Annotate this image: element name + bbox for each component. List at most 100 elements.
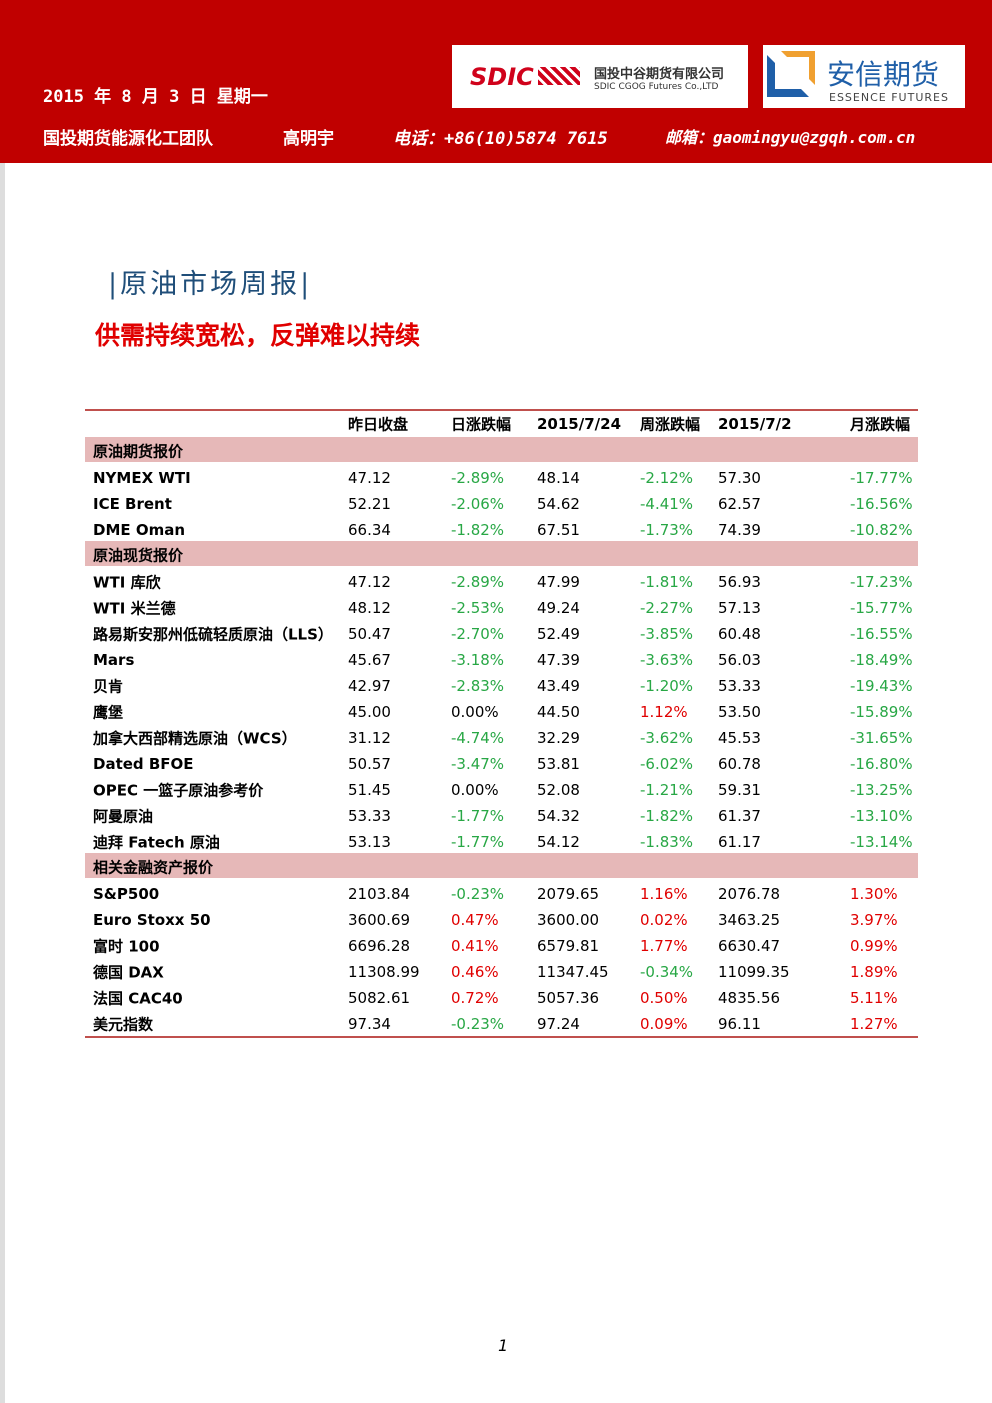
- section-title: 相关金融资产报价: [93, 858, 214, 877]
- cell-value: -31.65%: [850, 729, 913, 747]
- cell-value: 45.53: [718, 729, 761, 747]
- cell-value: 1.77%: [640, 937, 688, 955]
- cell-value: 47.12: [348, 469, 391, 487]
- cell-value: 53.13: [348, 833, 391, 851]
- cell-value: 53.50: [718, 703, 761, 721]
- cell-value: -19.43%: [850, 677, 913, 695]
- section-title: 原油期货报价: [93, 442, 184, 461]
- logo-name: 安信期货: [827, 58, 940, 91]
- cell-value: -13.25%: [850, 781, 913, 799]
- cell-value: 54.62: [537, 495, 580, 513]
- cell-value: 6630.47: [718, 937, 781, 955]
- cell-value: -1.73%: [640, 521, 694, 539]
- section-title: 原油现货报价: [93, 546, 184, 565]
- row-label: S&P500: [93, 885, 160, 903]
- row-label: 加拿大西部精选原油（WCS）: [93, 729, 297, 748]
- cell-value: 54.32: [537, 807, 580, 825]
- cell-value: 0.47%: [451, 911, 499, 929]
- cell-value: -1.82%: [640, 807, 694, 825]
- cell-value: 52.21: [348, 495, 391, 513]
- cell-value: 1.27%: [850, 1015, 898, 1033]
- row-label: 德国 DAX: [93, 963, 164, 982]
- rule: [85, 1036, 918, 1038]
- cell-value: -18.49%: [850, 651, 913, 669]
- row-label: Dated BFOE: [93, 755, 194, 773]
- cell-value: 4835.56: [718, 989, 781, 1007]
- column-header: 2015/7/24: [537, 415, 622, 433]
- column-header: 2015/7/2: [718, 415, 792, 433]
- cell-value: 62.57: [718, 495, 761, 513]
- cell-value: 0.72%: [451, 989, 499, 1007]
- cell-value: 74.39: [718, 521, 761, 539]
- logo-name: 国投中谷期货有限公司: [594, 67, 725, 82]
- cell-value: 60.78: [718, 755, 761, 773]
- cell-value: 1.30%: [850, 885, 898, 903]
- cell-value: -16.56%: [850, 495, 913, 513]
- cell-value: 0.02%: [640, 911, 688, 929]
- cell-value: 51.45: [348, 781, 391, 799]
- logo-english: SDIC CGOG Futures Co.,LTD: [594, 82, 719, 92]
- row-label: NYMEX WTI: [93, 469, 191, 487]
- date: 2015 年 8 月 3 日 星期一: [43, 87, 268, 107]
- cell-value: -10.82%: [850, 521, 913, 539]
- cell-value: 66.34: [348, 521, 391, 539]
- cell-value: -1.21%: [640, 781, 694, 799]
- cell-value: -3.18%: [451, 651, 505, 669]
- cell-value: 0.46%: [451, 963, 499, 981]
- cell-value: 2079.65: [537, 885, 600, 903]
- row-label: WTI 库欣: [93, 573, 161, 592]
- logo-sdic: SDIC 国投中谷期货有限公司 SDIC CGOG Futures Co.,LT…: [452, 45, 748, 108]
- logo-icon: [767, 55, 809, 97]
- cell-value: 1.12%: [640, 703, 688, 721]
- cell-value: -2.89%: [451, 573, 505, 591]
- row-label: 路易斯安那州低硫轻质原油（LLS）: [93, 625, 333, 644]
- team: 国投期货能源化工团队: [43, 129, 213, 149]
- cell-value: -1.82%: [451, 521, 505, 539]
- cell-value: 50.47: [348, 625, 391, 643]
- cell-value: 53.81: [537, 755, 580, 773]
- cell-value: 42.97: [348, 677, 391, 695]
- cell-value: 0.09%: [640, 1015, 688, 1033]
- cell-value: -1.77%: [451, 833, 505, 851]
- cell-value: -2.89%: [451, 469, 505, 487]
- cell-value: 57.13: [718, 599, 761, 617]
- column-header: 日涨跌幅: [451, 415, 512, 434]
- cell-value: 2103.84: [348, 885, 411, 903]
- cell-value: -1.81%: [640, 573, 694, 591]
- cell-value: 0.00%: [451, 781, 499, 799]
- cell-value: 0.00%: [451, 703, 499, 721]
- cell-value: 1.89%: [850, 963, 898, 981]
- row-label: 法国 CAC40: [93, 989, 183, 1008]
- cell-value: -17.77%: [850, 469, 913, 487]
- cell-value: 3.97%: [850, 911, 898, 929]
- row-label: OPEC 一篮子原油参考价: [93, 781, 264, 800]
- cell-value: 47.39: [537, 651, 580, 669]
- cell-value: 2076.78: [718, 885, 781, 903]
- column-header: 周涨跌幅: [640, 415, 701, 434]
- cell-value: 3600.00: [537, 911, 600, 929]
- row-label: DME Oman: [93, 521, 186, 539]
- cell-value: 49.24: [537, 599, 580, 617]
- column-header: 月涨跌幅: [850, 415, 911, 434]
- cell-value: -13.14%: [850, 833, 913, 851]
- section-band: [85, 541, 918, 566]
- cell-value: 47.99: [537, 573, 580, 591]
- cell-value: -3.62%: [640, 729, 694, 747]
- cell-value: 5.11%: [850, 989, 898, 1007]
- logo-essence: 安信期货 ESSENCE FUTURES: [763, 45, 965, 108]
- cell-value: 0.50%: [640, 989, 688, 1007]
- cell-value: -2.83%: [451, 677, 505, 695]
- cell-value: 61.17: [718, 833, 761, 851]
- section-band: [85, 437, 918, 462]
- cell-value: 59.31: [718, 781, 761, 799]
- cell-value: 45.67: [348, 651, 391, 669]
- cell-value: 31.12: [348, 729, 391, 747]
- row-label: 美元指数: [93, 1015, 154, 1034]
- cell-value: -16.80%: [850, 755, 913, 773]
- cell-value: 1.16%: [640, 885, 688, 903]
- section-band: [85, 853, 918, 878]
- cell-value: 45.00: [348, 703, 391, 721]
- cell-value: 61.37: [718, 807, 761, 825]
- cell-value: 11308.99: [348, 963, 420, 981]
